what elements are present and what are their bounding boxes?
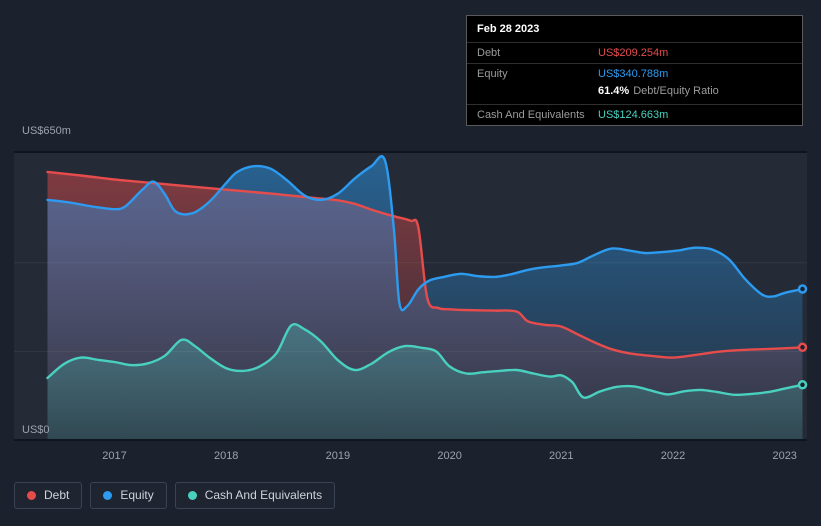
- legend-item-cash[interactable]: Cash And Equivalents: [174, 482, 336, 509]
- tooltip-debt-value: US$209.254m: [598, 47, 669, 59]
- chart-legend: Debt Equity Cash And Equivalents: [14, 482, 336, 509]
- y-axis-label-top: US$650m: [22, 125, 71, 137]
- cash-and-equivalents-endpoint-dot: [797, 380, 808, 390]
- tooltip-debt-row: Debt US$209.254m: [467, 43, 802, 64]
- ratio-value: 61.4%: [598, 85, 630, 97]
- tooltip-equity-value: US$340.788m: [598, 68, 669, 80]
- tooltip-equity-label: Equity: [477, 68, 508, 80]
- equity-area: [47, 156, 803, 440]
- legend-item-equity[interactable]: Equity: [90, 482, 167, 509]
- legend-label-equity: Equity: [120, 488, 154, 502]
- x-axis-tick-label: 2020: [437, 450, 461, 462]
- cash-and-equivalents-area: [47, 324, 803, 440]
- debt-line: [46, 170, 804, 359]
- legend-label-debt: Debt: [44, 488, 70, 502]
- tooltip-cash-label: Cash And Equivalents: [477, 109, 585, 121]
- equity-legend-dot: [103, 491, 113, 500]
- equity-line: [46, 155, 804, 312]
- tooltip-cash-row: Cash And Equivalents US$124.663m: [467, 105, 802, 125]
- legend-label-cash: Cash And Equivalents: [204, 488, 323, 502]
- tooltip-cash-value: US$124.663m: [598, 109, 669, 121]
- tooltip-debt-equity-ratio: 61.4% Debt/Equity Ratio: [467, 84, 802, 105]
- debt-legend-dot: [27, 491, 36, 500]
- tooltip-equity-row: Equity US$340.788m: [467, 64, 802, 84]
- equity-endpoint-dot: [797, 284, 808, 294]
- x-axis-tick-label: 2022: [661, 450, 685, 462]
- chart-tooltip: Feb 28 2023 Debt US$209.254m Equity US$3…: [466, 15, 803, 126]
- cash-and-equivalents-line: [46, 323, 804, 399]
- cash-legend-dot: [187, 491, 197, 500]
- debt-endpoint-dot: [797, 342, 808, 353]
- tooltip-debt-label: Debt: [477, 47, 501, 59]
- x-axis-tick-label: 2019: [326, 450, 350, 462]
- ratio-label: Debt/Equity Ratio: [633, 85, 719, 97]
- y-axis-label-bottom: US$0: [22, 424, 50, 436]
- x-axis-tick-label: 2018: [214, 450, 238, 462]
- x-axis-tick-label: 2021: [549, 450, 573, 462]
- tooltip-date: Feb 28 2023: [467, 16, 802, 43]
- legend-item-debt[interactable]: Debt: [14, 482, 83, 509]
- x-axis-tick-label: 2017: [102, 450, 126, 462]
- x-axis-tick-label: 2023: [772, 450, 796, 462]
